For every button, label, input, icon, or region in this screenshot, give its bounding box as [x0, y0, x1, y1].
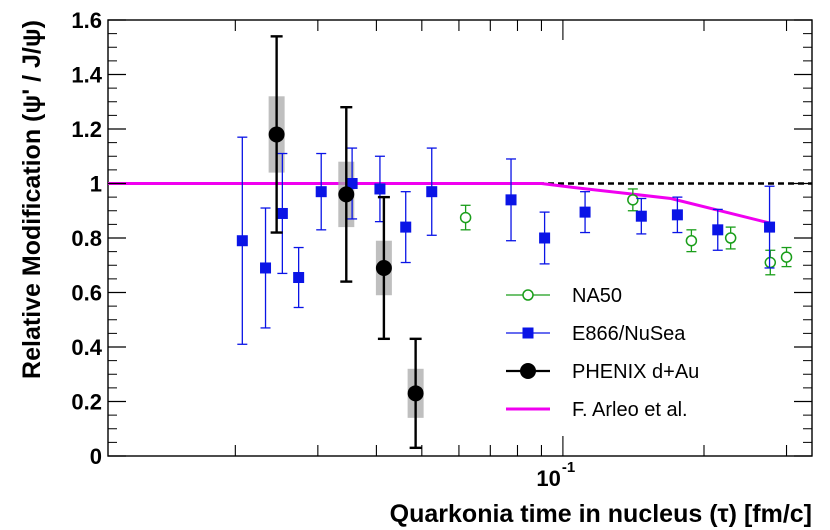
legend-label: PHENIX d+Au	[572, 361, 699, 383]
na50-point	[780, 251, 793, 263]
phenix-point	[338, 186, 355, 203]
na50-point	[627, 194, 639, 206]
phenix-point	[375, 259, 392, 276]
e866-point	[671, 209, 683, 221]
e866-point	[579, 206, 591, 218]
e866-point	[276, 207, 288, 219]
e866-point	[712, 224, 724, 236]
e866-point	[505, 194, 517, 206]
legend-swatch-marker	[522, 327, 534, 339]
y-tick-label: 1.6	[71, 8, 102, 33]
e866-point	[236, 235, 248, 247]
arleo-curve	[108, 182, 770, 225]
y-tick-label: 0	[90, 444, 102, 469]
x-tick-label: 10	[536, 466, 560, 491]
y-tick-label: 0.4	[71, 335, 102, 360]
legend-swatch-marker	[520, 363, 536, 379]
plot-frame	[107, 19, 813, 457]
e866-point	[260, 262, 272, 274]
axes-group: 0 0.2 0.4 0.6 0.8 1 1.2 1.4 1.6 10 -1 Quarkonia tim…	[18, 8, 812, 528]
na50-point	[459, 211, 472, 224]
phenix-point	[268, 126, 285, 143]
legend-label: E866/NuSea	[572, 323, 686, 345]
y-tick-label: 1.4	[71, 63, 102, 88]
x-axis-title: Quarkonia time in nucleus (τ) [fm/c]	[390, 500, 812, 528]
e866-point	[400, 221, 412, 233]
e866-point	[346, 178, 358, 189]
y-tick-label: 1.2	[71, 117, 102, 142]
legend: NA50 E866/NuSea PHENIX d+Au F. Arleo et al.	[506, 285, 699, 421]
na50-point	[685, 234, 698, 247]
e866-point	[539, 232, 551, 244]
y-tick-label: 0.6	[71, 281, 102, 306]
legend-swatch-marker	[522, 289, 534, 301]
e866-point	[293, 272, 305, 284]
y-axis-title: Relative Modification (ψ' / J/ψ)	[18, 20, 46, 379]
y-tick-label: 0.2	[71, 390, 102, 415]
legend-entry-4: F. Arleo et al.	[506, 399, 688, 421]
plot-border	[107, 19, 813, 457]
e866-point	[374, 183, 386, 195]
e866-point	[315, 186, 327, 198]
na50-point	[764, 256, 777, 269]
legend-entry-1: NA50	[506, 285, 622, 307]
data-points-group	[236, 35, 793, 450]
na50-point	[724, 232, 737, 244]
legend-label: NA50	[572, 285, 622, 307]
phenix-point	[407, 385, 424, 402]
legend-entry-3: PHENIX d+Au	[506, 361, 699, 383]
y-tick-label: 1	[90, 172, 102, 197]
legend-entry-2: E866/NuSea	[506, 323, 686, 345]
y-tick-label: 0.8	[71, 226, 102, 251]
e866-point	[635, 210, 647, 222]
x-tick-exponent: -1	[562, 459, 575, 476]
model-curve-group	[108, 182, 770, 225]
e866-point	[764, 221, 776, 233]
e866-point	[426, 186, 438, 198]
legend-label: F. Arleo et al.	[572, 399, 688, 421]
